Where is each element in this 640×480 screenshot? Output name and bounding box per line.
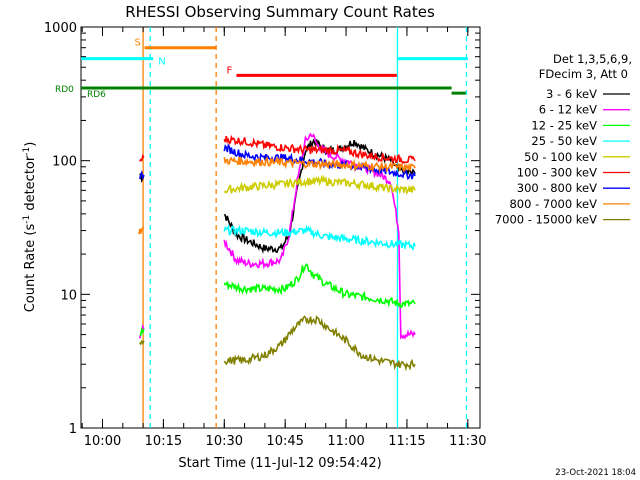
legend-label-5: 100 - 300 keV xyxy=(517,166,597,180)
status-bar-label-0: S xyxy=(134,38,140,49)
rd6-label: RD6 xyxy=(87,90,106,100)
series-line-5-seg-0 xyxy=(139,153,145,162)
legend-label-2: 12 - 25 keV xyxy=(531,118,597,132)
legend-header-1: Det 1,3,5,6,9, xyxy=(553,52,632,66)
series-line-7-seg-1 xyxy=(223,155,416,174)
series-line-2-seg-1 xyxy=(223,263,416,309)
series-line-6-seg-0 xyxy=(138,169,145,181)
series-line-6-seg-1 xyxy=(223,143,416,181)
x-tick-label-2: 10:30 xyxy=(206,434,243,449)
y-tick-label-1: 10 xyxy=(60,288,77,303)
status-bar-label-3: F xyxy=(226,65,232,76)
legend-header-2: FDecim 3, Att 0 xyxy=(539,67,628,81)
series-line-2-seg-0 xyxy=(139,326,145,337)
x-tick-label-0: 10:00 xyxy=(84,434,121,449)
x-tick-label-6: 11:30 xyxy=(449,434,486,449)
footer-date: 23-Oct-2021 18:04 xyxy=(555,468,636,478)
status-bars: S N F RD0 RD6 xyxy=(55,38,468,100)
y-tick-label-3: 1000 xyxy=(44,21,77,36)
x-axis: 10:00 10:15 10:30 10:45 11:00 11:15 11:30 xyxy=(81,27,487,449)
status-bar-label-1: N xyxy=(158,57,165,68)
x-tick-label-4: 11:00 xyxy=(327,434,364,449)
legend-label-6: 300 - 800 keV xyxy=(517,181,597,195)
y-tick-label-2: 100 xyxy=(52,155,77,170)
legend: Det 1,3,5,6,9, FDecim 3, Att 0 3 - 6 keV… xyxy=(495,52,632,227)
series-line-3-seg-0 xyxy=(223,223,416,251)
legend-label-1: 6 - 12 keV xyxy=(539,103,597,117)
series-line-8-seg-1 xyxy=(223,315,416,372)
series-line-8-seg-0 xyxy=(139,339,145,346)
x-tick-label-5: 11:15 xyxy=(388,434,425,449)
plot-frame xyxy=(80,26,481,429)
chart-title: RHESSI Observing Summary Count Rates xyxy=(125,3,435,21)
y-axis: 1 10 100 1000 xyxy=(44,21,480,437)
x-tick-label-3: 10:45 xyxy=(266,434,303,449)
series-line-1-seg-1 xyxy=(223,132,416,340)
y-axis-label-mid: detector xyxy=(23,155,38,215)
legend-label-7: 800 - 7000 keV xyxy=(509,197,597,211)
plot-area xyxy=(80,26,481,429)
legend-label-8: 7000 - 15000 keV xyxy=(495,213,597,227)
series-line-7-seg-0 xyxy=(138,226,145,235)
vertical-markers xyxy=(142,27,468,428)
x-axis-label: Start Time (11-Jul-12 09:54:42) xyxy=(178,456,381,471)
y-axis-label-sup2: -1 xyxy=(22,147,32,156)
series-lines xyxy=(138,132,416,372)
y-axis-label-end: ) xyxy=(23,142,38,147)
status-bar-label-4: RD0 xyxy=(55,85,74,95)
series-line-5-seg-1 xyxy=(223,134,416,165)
y-axis-label-main: Count Rate (s xyxy=(23,224,38,313)
y-tick-label-0: 1 xyxy=(69,422,77,437)
y-axis-label: Count Rate (s-1 detector-1) xyxy=(22,142,38,313)
series-line-4-seg-0 xyxy=(223,174,416,195)
legend-label-4: 50 - 100 keV xyxy=(524,150,597,164)
x-tick-label-1: 10:15 xyxy=(145,434,182,449)
y-axis-label-sup1: -1 xyxy=(22,215,32,224)
legend-label-3: 25 - 50 keV xyxy=(531,134,597,148)
legend-label-0: 3 - 6 keV xyxy=(546,87,597,101)
